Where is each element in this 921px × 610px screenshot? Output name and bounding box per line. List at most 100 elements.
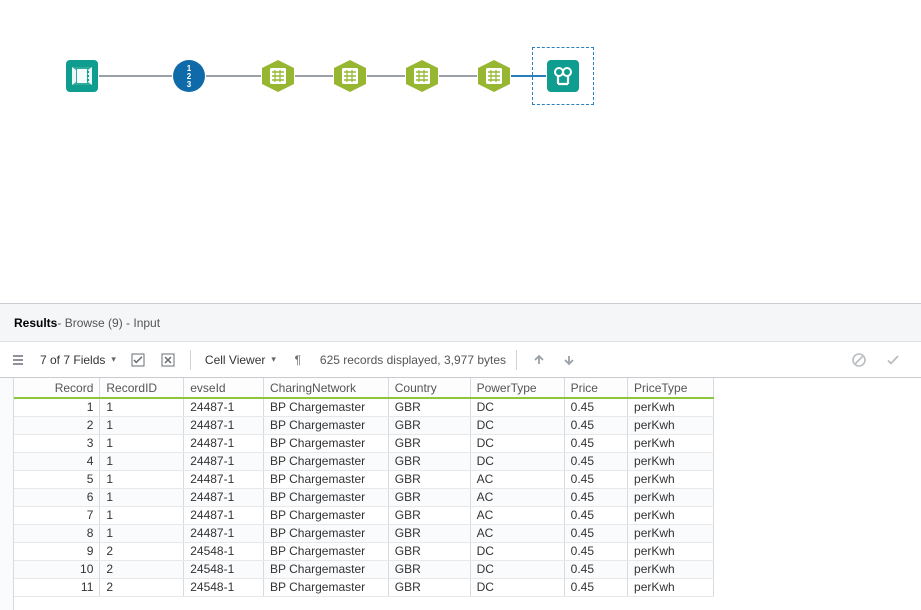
workflow-node-browse[interactable] — [546, 59, 580, 93]
cell[interactable]: GBR — [388, 434, 470, 452]
cell[interactable]: 0.45 — [564, 578, 627, 596]
cell[interactable]: 6 — [14, 488, 100, 506]
cell[interactable]: 1 — [100, 506, 184, 524]
cell[interactable]: 3 — [14, 434, 100, 452]
cell[interactable]: 0.45 — [564, 452, 627, 470]
cell[interactable]: BP Chargemaster — [264, 452, 389, 470]
cell[interactable]: GBR — [388, 524, 470, 542]
table-row[interactable]: 10224548-1BP ChargemasterGBRDC0.45perKwh — [14, 560, 714, 578]
column-header[interactable]: evseId — [184, 378, 264, 398]
cell[interactable]: DC — [470, 452, 564, 470]
cell[interactable]: 0.45 — [564, 434, 627, 452]
cell[interactable]: BP Chargemaster — [264, 398, 389, 416]
cell[interactable]: 1 — [100, 488, 184, 506]
cell[interactable]: 7 — [14, 506, 100, 524]
cell[interactable]: 5 — [14, 470, 100, 488]
cell[interactable]: DC — [470, 434, 564, 452]
cell[interactable]: 8 — [14, 524, 100, 542]
cell[interactable]: 0.45 — [564, 416, 627, 434]
cell[interactable]: 24548-1 — [184, 578, 264, 596]
up-button[interactable] — [527, 350, 551, 370]
pilcrow-button[interactable]: ¶ — [286, 350, 310, 370]
cell[interactable]: DC — [470, 578, 564, 596]
cell[interactable]: 24487-1 — [184, 488, 264, 506]
cell[interactable]: perKwh — [628, 452, 714, 470]
cell[interactable]: perKwh — [628, 434, 714, 452]
table-row[interactable]: 9224548-1BP ChargemasterGBRDC0.45perKwh — [14, 542, 714, 560]
cell[interactable]: 1 — [100, 470, 184, 488]
cancel-button[interactable] — [847, 350, 871, 370]
cell[interactable]: perKwh — [628, 470, 714, 488]
table-row[interactable]: 7124487-1BP ChargemasterGBRAC0.45perKwh — [14, 506, 714, 524]
down-button[interactable] — [557, 350, 581, 370]
column-header[interactable]: CharingNetwork — [264, 378, 389, 398]
cell[interactable]: 2 — [100, 578, 184, 596]
cell[interactable]: perKwh — [628, 398, 714, 416]
workflow-node-sel1[interactable] — [261, 59, 295, 93]
cell[interactable]: BP Chargemaster — [264, 416, 389, 434]
cell[interactable]: GBR — [388, 470, 470, 488]
cell[interactable]: BP Chargemaster — [264, 578, 389, 596]
cell[interactable]: 11 — [14, 578, 100, 596]
cell[interactable]: GBR — [388, 578, 470, 596]
workflow-node-sel4[interactable] — [477, 59, 511, 93]
check-button[interactable] — [126, 350, 150, 370]
column-header[interactable]: Country — [388, 378, 470, 398]
cell[interactable]: GBR — [388, 488, 470, 506]
cell[interactable]: BP Chargemaster — [264, 506, 389, 524]
cell[interactable]: 24487-1 — [184, 524, 264, 542]
fields-dropdown[interactable]: 7 of 7 Fields ▾ — [36, 351, 120, 369]
workflow-node-sel2[interactable] — [333, 59, 367, 93]
workflow-canvas[interactable]: 1 2 3 — [0, 0, 921, 303]
cell[interactable]: AC — [470, 488, 564, 506]
cell[interactable]: 0.45 — [564, 542, 627, 560]
table-row[interactable]: 1124487-1BP ChargemasterGBRDC0.45perKwh — [14, 398, 714, 416]
cell[interactable]: 1 — [14, 398, 100, 416]
cell[interactable]: 2 — [100, 542, 184, 560]
cell[interactable]: 0.45 — [564, 488, 627, 506]
cell[interactable]: perKwh — [628, 506, 714, 524]
column-header[interactable]: Price — [564, 378, 627, 398]
workflow-node-recid[interactable]: 1 2 3 — [172, 59, 206, 93]
cell[interactable]: perKwh — [628, 524, 714, 542]
table-row[interactable]: 6124487-1BP ChargemasterGBRAC0.45perKwh — [14, 488, 714, 506]
cell[interactable]: 2 — [14, 416, 100, 434]
cell[interactable]: GBR — [388, 416, 470, 434]
table-row[interactable]: 2124487-1BP ChargemasterGBRDC0.45perKwh — [14, 416, 714, 434]
cell[interactable]: DC — [470, 398, 564, 416]
cell[interactable]: AC — [470, 524, 564, 542]
cell[interactable]: perKwh — [628, 560, 714, 578]
column-header[interactable]: Record — [14, 378, 100, 398]
menu-button[interactable] — [6, 350, 30, 370]
cell[interactable]: GBR — [388, 506, 470, 524]
cell[interactable]: 0.45 — [564, 506, 627, 524]
cell[interactable]: GBR — [388, 542, 470, 560]
table-row[interactable]: 3124487-1BP ChargemasterGBRDC0.45perKwh — [14, 434, 714, 452]
cell[interactable]: BP Chargemaster — [264, 524, 389, 542]
table-row[interactable]: 11224548-1BP ChargemasterGBRDC0.45perKwh — [14, 578, 714, 596]
column-header[interactable]: PriceType — [628, 378, 714, 398]
cell[interactable]: 1 — [100, 524, 184, 542]
cell[interactable]: 24487-1 — [184, 416, 264, 434]
cell[interactable]: 24487-1 — [184, 434, 264, 452]
cell[interactable]: DC — [470, 416, 564, 434]
cell[interactable]: 24548-1 — [184, 542, 264, 560]
cell[interactable]: 10 — [14, 560, 100, 578]
column-header[interactable]: RecordID — [100, 378, 184, 398]
cell[interactable]: 24487-1 — [184, 470, 264, 488]
cell[interactable]: BP Chargemaster — [264, 488, 389, 506]
cell[interactable]: 0.45 — [564, 398, 627, 416]
cell[interactable]: 0.45 — [564, 560, 627, 578]
column-header[interactable]: PowerType — [470, 378, 564, 398]
cell[interactable]: 24487-1 — [184, 506, 264, 524]
cell[interactable]: BP Chargemaster — [264, 560, 389, 578]
cell[interactable]: BP Chargemaster — [264, 542, 389, 560]
cell[interactable]: 2 — [100, 560, 184, 578]
cell[interactable]: BP Chargemaster — [264, 434, 389, 452]
cell[interactable]: perKwh — [628, 488, 714, 506]
cell[interactable]: 0.45 — [564, 524, 627, 542]
cell[interactable]: DC — [470, 542, 564, 560]
cell[interactable]: perKwh — [628, 416, 714, 434]
cell[interactable]: 1 — [100, 452, 184, 470]
cell[interactable]: AC — [470, 506, 564, 524]
